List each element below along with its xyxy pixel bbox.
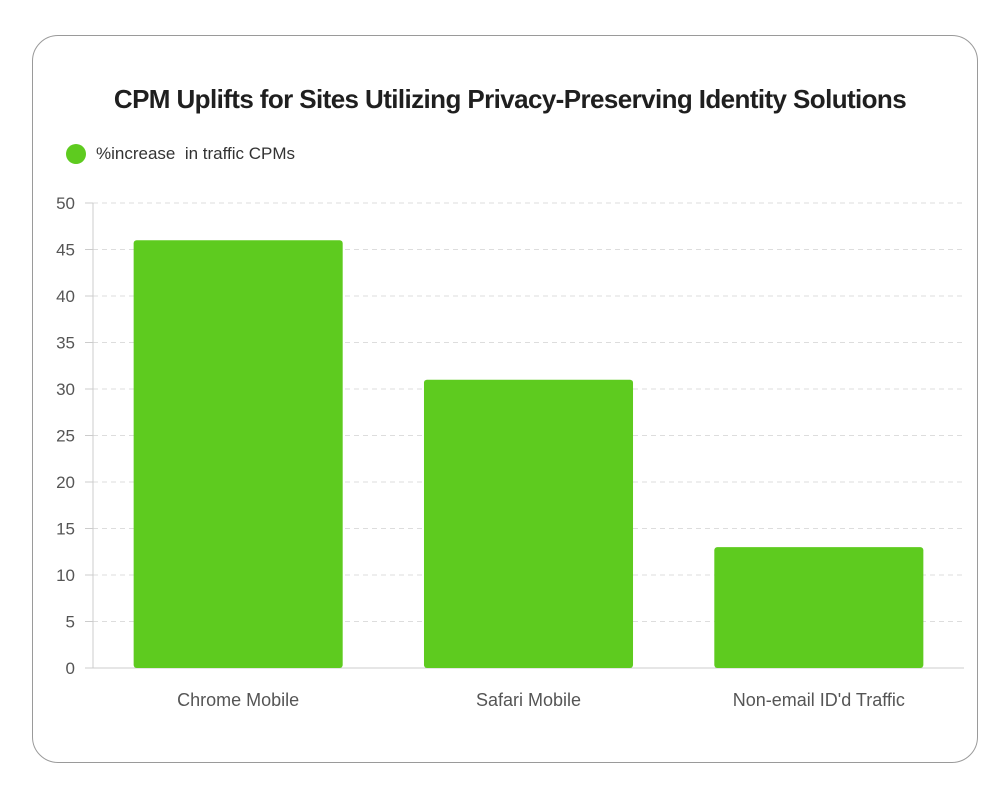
legend-label: %increase in traffic CPMs [96, 144, 296, 163]
y-tick-label: 20 [56, 473, 75, 492]
legend[interactable]: %increase in traffic CPMs [66, 143, 295, 165]
y-tick-label: 10 [56, 566, 75, 585]
y-tick-label: 35 [56, 334, 75, 353]
bar [423, 379, 634, 668]
y-tick-label: 0 [66, 659, 75, 678]
legend-swatch-icon [66, 144, 86, 164]
chart-title: CPM Uplifts for Sites Utilizing Privacy-… [113, 84, 907, 114]
x-tick-label: Safari Mobile [476, 690, 581, 710]
y-tick-label: 30 [56, 380, 75, 399]
bar [133, 240, 343, 668]
y-tick-label: 40 [56, 287, 75, 306]
y-tick-label: 50 [56, 194, 75, 213]
y-tick-label: 15 [56, 520, 75, 539]
y-tick-label: 5 [66, 613, 75, 632]
y-tick-label: 45 [56, 241, 75, 260]
x-tick-label: Non-email ID'd Traffic [733, 690, 905, 710]
y-tick-label: 25 [56, 427, 75, 446]
x-tick-label: Chrome Mobile [177, 690, 299, 710]
bar [714, 547, 924, 668]
